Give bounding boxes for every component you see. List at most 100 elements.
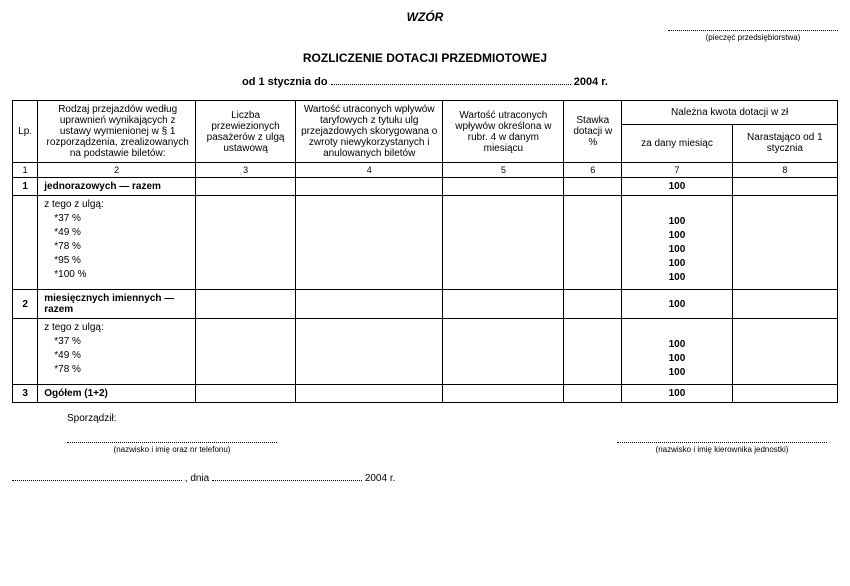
footer-date-dots: [212, 471, 362, 481]
row-1-c4: [296, 178, 443, 196]
row-1-sub-c6: [564, 196, 622, 290]
coln-2: 2: [38, 163, 196, 178]
row-2-sub-c8: [732, 319, 837, 385]
sig-left-caption: (nazwisko i imię oraz nr telefonu): [67, 442, 277, 454]
row-1-lp: 1: [13, 178, 38, 196]
row-2-c5: [443, 290, 564, 319]
row-1-label: jednorazowych — razem: [38, 178, 196, 196]
row-2-sub-c3: [196, 319, 296, 385]
row-1-c6: [564, 178, 622, 196]
row-1-sub-header: z tego z ulgą:: [44, 199, 103, 210]
row-2-sub-c4: [296, 319, 443, 385]
row-2-c8: [732, 290, 837, 319]
footer-place-dots: [12, 471, 182, 481]
stamp-area: (pieczęć przedsiębiorstwa): [12, 30, 838, 43]
row1-v7-4: 100: [626, 272, 727, 283]
row-1-sub-c8: [732, 196, 837, 290]
date-fill-dots: [331, 75, 571, 85]
row1-item-1: *49 %: [44, 227, 189, 238]
signature-left: (nazwisko i imię oraz nr telefonu): [67, 442, 277, 455]
prepared-label: Sporządził:: [67, 413, 838, 424]
row-2-sub-c7: 100 100 100: [622, 319, 732, 385]
row-2-c7: 100: [622, 290, 732, 319]
row2-item-1: *49 %: [44, 350, 189, 361]
form-header-wzor: WZÓR: [12, 10, 838, 24]
footer-area: Sporządził: (nazwisko i imię oraz nr tel…: [12, 413, 838, 484]
row-2-sub: z tego z ulgą: *37 % *49 % *78 % 100 100…: [13, 319, 838, 385]
coln-6: 6: [564, 163, 622, 178]
row-2-c3: [196, 290, 296, 319]
row-2-label: miesięcznych imiennych — razem: [38, 290, 196, 319]
row1-v7-2: 100: [626, 244, 727, 255]
row-3: 3 Ogółem (1+2) 100: [13, 385, 838, 403]
column-number-row: 1 2 3 4 5 6 7 8: [13, 163, 838, 178]
row-1-sub-c4: [296, 196, 443, 290]
row1-item-2: *78 %: [44, 241, 189, 252]
coln-3: 3: [196, 163, 296, 178]
settlement-table: Lp. Rodzaj przejazdów według uprawnień w…: [12, 100, 838, 403]
header-row: Lp. Rodzaj przejazdów według uprawnień w…: [13, 101, 838, 125]
col-3: Liczba przewiezionych pasażerów z ulgą u…: [196, 101, 296, 163]
row-1-sub-lp: [13, 196, 38, 290]
row-2-sub-lp: [13, 319, 38, 385]
row-1-sub-labels: z tego z ulgą: *37 % *49 % *78 % *95 % *…: [38, 196, 196, 290]
date-prefix: od 1 stycznia do: [242, 76, 328, 88]
row2-item-0: *37 %: [44, 336, 189, 347]
col-78-group: Należna kwota dotacji w zł: [622, 101, 838, 125]
row1-v7-3: 100: [626, 258, 727, 269]
row-1-c8: [732, 178, 837, 196]
row-1-c3: [196, 178, 296, 196]
row2-v7-0: 100: [626, 339, 727, 350]
row-1-sub-c7: 100 100 100 100 100: [622, 196, 732, 290]
row-1-c7: 100: [622, 178, 732, 196]
row-3-lp: 3: [13, 385, 38, 403]
coln-4: 4: [296, 163, 443, 178]
col-8: Narastająco od 1 stycznia: [732, 124, 837, 162]
signature-right: (nazwisko i imię kierownika jednostki): [617, 442, 827, 455]
row1-item-3: *95 %: [44, 255, 189, 266]
row-2-sub-labels: z tego z ulgą: *37 % *49 % *78 %: [38, 319, 196, 385]
row-2-c6: [564, 290, 622, 319]
footer-date-year: 2004 r.: [365, 473, 396, 484]
row2-item-2: *78 %: [44, 364, 189, 375]
row-2-sub-c6: [564, 319, 622, 385]
row1-v7-1: 100: [626, 230, 727, 241]
row-1-c5: [443, 178, 564, 196]
col-5: Wartość utraconych wpływów określona w r…: [443, 101, 564, 163]
row-2-sub-c5: [443, 319, 564, 385]
row-3-c8: [732, 385, 837, 403]
form-title: ROZLICZENIE DOTACJI PRZEDMIOTOWEJ: [12, 51, 838, 65]
row-1-sub: z tego z ulgą: *37 % *49 % *78 % *95 % *…: [13, 196, 838, 290]
row-3-c6: [564, 385, 622, 403]
row2-v7-2: 100: [626, 367, 727, 378]
col-2: Rodzaj przejazdów według uprawnień wynik…: [38, 101, 196, 163]
row-3-c5: [443, 385, 564, 403]
coln-5: 5: [443, 163, 564, 178]
row1-v7-0: 100: [626, 216, 727, 227]
coln-8: 8: [732, 163, 837, 178]
sig-right-caption: (nazwisko i imię kierownika jednostki): [617, 442, 827, 454]
footer-date-word: , dnia: [185, 473, 209, 484]
row-1-sub-c3: [196, 196, 296, 290]
row-2-c4: [296, 290, 443, 319]
footer-date-line: , dnia 2004 r.: [12, 471, 838, 484]
stamp-caption: (pieczęć przedsiębiorstwa): [668, 30, 838, 42]
col-4: Wartość utraconych wpływów taryfowych z …: [296, 101, 443, 163]
row1-item-0: *37 %: [44, 213, 189, 224]
signature-row: (nazwisko i imię oraz nr telefonu) (nazw…: [67, 442, 827, 455]
row-3-c3: [196, 385, 296, 403]
coln-1: 1: [13, 163, 38, 178]
row-2: 2 miesięcznych imiennych — razem 100: [13, 290, 838, 319]
col-lp: Lp.: [13, 101, 38, 163]
col-6: Stawka dotacji w %: [564, 101, 622, 163]
row-1-sub-c5: [443, 196, 564, 290]
row-3-label: Ogółem (1+2): [38, 385, 196, 403]
date-range-line: od 1 stycznia do 2004 r.: [12, 75, 838, 88]
date-suffix: 2004 r.: [574, 76, 608, 88]
col-7: za dany miesiąc: [622, 124, 732, 162]
row2-v7-1: 100: [626, 353, 727, 364]
coln-7: 7: [622, 163, 732, 178]
row-2-sub-header: z tego z ulgą:: [44, 322, 103, 333]
row-3-c4: [296, 385, 443, 403]
row-1: 1 jednorazowych — razem 100: [13, 178, 838, 196]
